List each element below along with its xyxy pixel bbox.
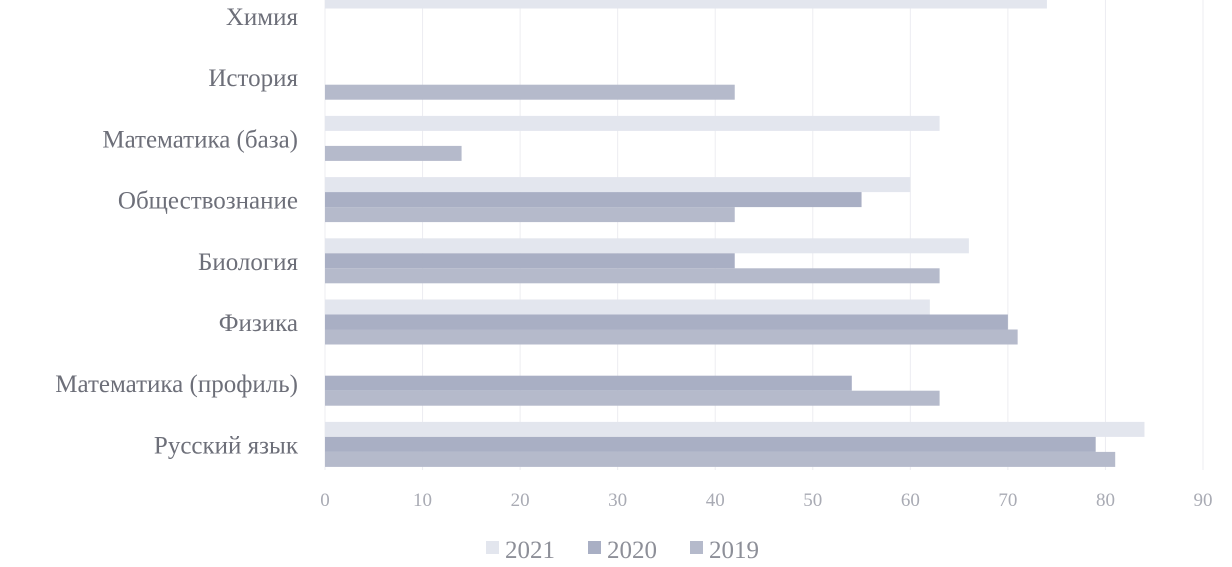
x-tick-label: 50 — [803, 490, 822, 511]
category-label: Математика (профиль) — [55, 371, 298, 398]
category-label: Физика — [219, 310, 298, 337]
x-tick-label: 20 — [511, 490, 530, 511]
bar-2020 — [325, 375, 852, 391]
gridlines — [324, 0, 1204, 470]
bar-2021 — [325, 0, 1047, 9]
category-label: Химия — [226, 4, 299, 31]
x-tick-label: 80 — [1096, 490, 1115, 511]
x-tick-label: 10 — [413, 490, 432, 511]
bar-2019 — [325, 145, 462, 161]
x-axis-ticks: 0 10 20 30 40 50 60 70 80 90 — [320, 490, 1212, 511]
x-tick-label: 0 — [320, 490, 330, 511]
x-tick-label: 60 — [901, 490, 920, 511]
category-labels: Химия История Математика (база) Обществозна… — [55, 4, 299, 459]
category-label: История — [208, 65, 298, 92]
legend-swatch — [690, 541, 703, 554]
bar-2019 — [325, 451, 1116, 467]
bar-2021 — [325, 238, 969, 254]
legend-swatch — [486, 541, 499, 554]
bar-2019 — [325, 329, 1018, 345]
bar-2019 — [325, 390, 940, 406]
bar-2021 — [325, 177, 911, 193]
bar-2021 — [325, 115, 940, 131]
bar-2021 — [325, 299, 930, 315]
legend-swatch — [588, 541, 601, 554]
category-label: Русский язык — [154, 432, 299, 459]
x-tick-label: 90 — [1194, 490, 1213, 511]
bar-2019 — [325, 207, 735, 223]
legend-item: 2019 — [709, 537, 759, 564]
legend-item: 2020 — [607, 537, 657, 564]
bar-2020 — [325, 314, 1008, 330]
bar-2021 — [325, 421, 1145, 437]
bar-2019 — [325, 268, 940, 284]
legend-item: 2021 — [505, 537, 555, 564]
bars — [325, 0, 1145, 467]
x-tick-label: 30 — [608, 490, 627, 511]
x-tick-label: 40 — [706, 490, 725, 511]
category-label: Математика (база) — [102, 126, 298, 153]
x-tick-label: 70 — [998, 490, 1017, 511]
bar-2020 — [325, 253, 735, 269]
bar-2019 — [325, 84, 735, 100]
bar-2020 — [325, 436, 1096, 452]
bar-2020 — [325, 192, 862, 208]
category-label: Обществознание — [118, 188, 298, 215]
legend: 2021 2020 2019 — [486, 537, 759, 564]
category-label: Биология — [198, 249, 299, 276]
